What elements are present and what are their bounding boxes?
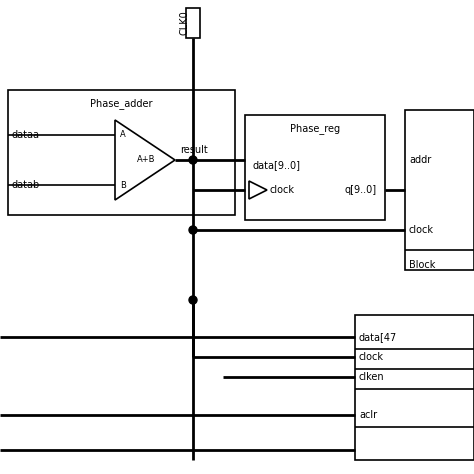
Text: clock: clock [409, 225, 434, 235]
Bar [245, 115, 385, 220]
Text: B: B [120, 181, 126, 190]
Text: dataa: dataa [12, 130, 40, 140]
Text: datab: datab [12, 180, 40, 190]
Text: addr: addr [409, 155, 431, 165]
Text: q[9..0]: q[9..0] [345, 185, 377, 195]
Text: CLK0: CLK0 [180, 10, 190, 35]
Bar [186, 8, 200, 38]
Bar [8, 90, 235, 215]
Text: data[9..0]: data[9..0] [253, 160, 301, 170]
Bar [355, 315, 474, 460]
Text: A: A [120, 130, 126, 139]
Text: aclr: aclr [359, 410, 377, 420]
Bar [405, 110, 474, 270]
Circle shape [189, 226, 197, 234]
Text: result: result [180, 145, 208, 155]
Text: clock: clock [359, 352, 384, 362]
Text: data[47: data[47 [359, 332, 397, 342]
Polygon shape [249, 181, 267, 199]
Text: A+B: A+B [137, 155, 155, 164]
Text: Phase_adder: Phase_adder [90, 99, 152, 109]
Circle shape [189, 296, 197, 304]
Text: clken: clken [359, 372, 384, 382]
Polygon shape [115, 120, 175, 200]
Text: Phase_reg: Phase_reg [290, 124, 340, 135]
Text: clock: clock [270, 185, 295, 195]
Circle shape [189, 156, 197, 164]
Text: Block: Block [409, 260, 436, 270]
